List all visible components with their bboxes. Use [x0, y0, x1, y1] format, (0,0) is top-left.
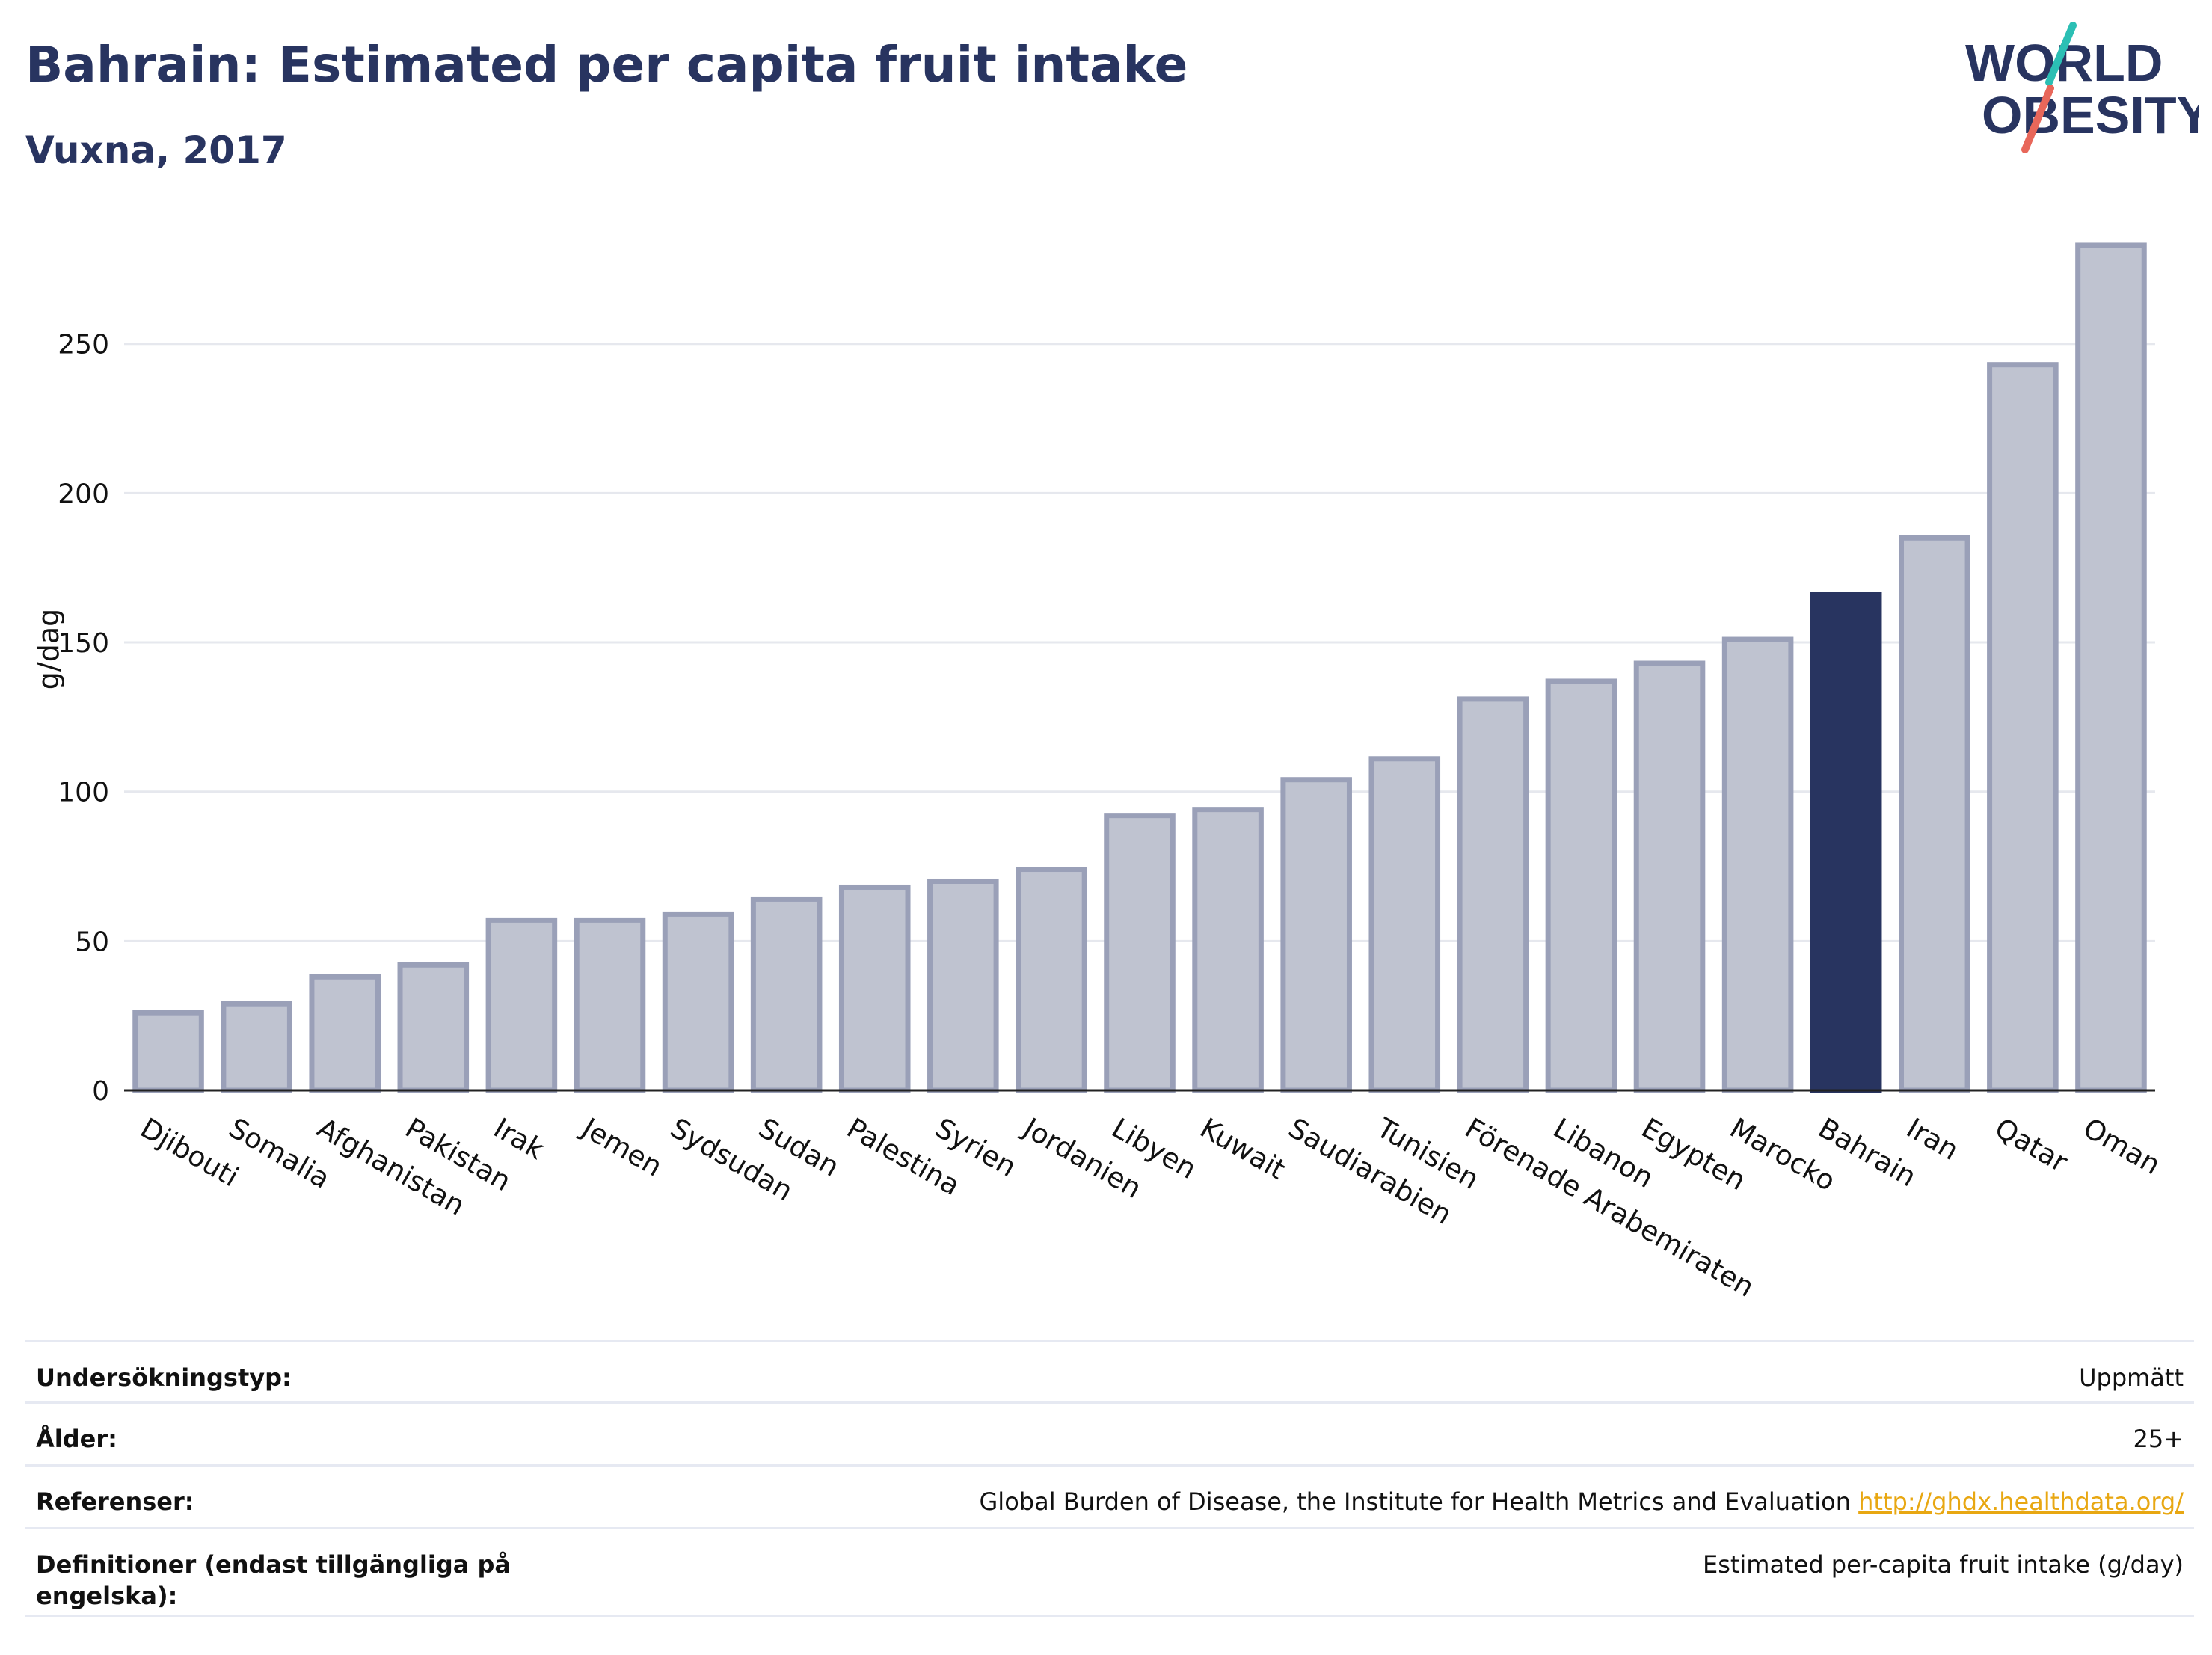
- bar: [662, 911, 734, 1093]
- y-tick-label: 0: [92, 1076, 109, 1107]
- bar: [1280, 777, 1352, 1093]
- bar: [1016, 867, 1087, 1093]
- metadata-table: Undersökningstyp: Uppmätt Ålder: 25+ Ref…: [25, 1340, 2194, 1617]
- bar: [574, 917, 646, 1093]
- x-tick-label: Jemen: [575, 1111, 668, 1183]
- bar: [1721, 636, 1794, 1093]
- bar: [750, 896, 823, 1093]
- bar: [397, 962, 470, 1093]
- chart-title: Bahrain: Estimated per capita fruit inta…: [25, 36, 1188, 93]
- logo-slash-teal: [2045, 22, 2077, 86]
- bar-layer: [132, 242, 2147, 1093]
- bar: [1368, 756, 1441, 1093]
- bar: [1633, 660, 1706, 1093]
- bar: [132, 1010, 204, 1093]
- meta-label: Undersökningstyp:: [36, 1363, 292, 1392]
- bar: [838, 884, 911, 1093]
- bar: [1987, 362, 2059, 1093]
- bar-chart: 050100150200250DjiboutiSomaliaAfghanista…: [32, 242, 2166, 1304]
- y-tick-label: 50: [75, 927, 109, 957]
- bar: [1899, 535, 1970, 1093]
- bar: [1104, 813, 1176, 1093]
- reference-link[interactable]: http://ghdx.healthdata.org/: [1858, 1487, 2184, 1516]
- logo-line2: OBESITY: [1982, 86, 2199, 144]
- meta-label: Referenser:: [36, 1487, 194, 1516]
- y-tick-label: 250: [58, 330, 109, 360]
- meta-value: 25+: [2133, 1425, 2184, 1453]
- bar: [1192, 807, 1264, 1093]
- bar: [927, 878, 999, 1093]
- bar: [309, 974, 381, 1093]
- x-tick-label: Djibouti: [135, 1112, 245, 1194]
- world-obesity-logo: WORLD OBESITY: [1965, 22, 2199, 153]
- bar: [1457, 696, 1529, 1093]
- meta-label: Definitioner (endast tillgängliga på eng…: [36, 1550, 511, 1610]
- meta-row-definitions: Definitioner (endast tillgängliga på eng…: [25, 1527, 2194, 1617]
- logo-slash-coral: [2021, 85, 2054, 153]
- meta-value: Estimated per-capita fruit intake (g/day…: [1702, 1550, 2184, 1579]
- bar: [221, 1001, 292, 1093]
- y-tick-label: 150: [58, 628, 109, 659]
- x-tick-label: Kuwait: [1195, 1112, 1291, 1186]
- y-tick-label: 100: [58, 778, 109, 808]
- meta-label: Ålder:: [36, 1425, 117, 1453]
- reference-text: Global Burden of Disease, the Institute …: [979, 1487, 1851, 1516]
- y-tick-label: 200: [58, 479, 109, 509]
- chart-subtitle: Vuxna, 2017: [25, 129, 287, 172]
- x-tick-label: Irak: [488, 1112, 550, 1167]
- x-tick-label: Oman: [2077, 1112, 2166, 1182]
- meta-row-age: Ålder: 25+: [25, 1401, 2194, 1464]
- meta-row-survey-type: Undersökningstyp: Uppmätt: [25, 1340, 2194, 1401]
- meta-value: Uppmätt: [2079, 1363, 2184, 1392]
- bar: [1545, 678, 1617, 1093]
- meta-row-references: Referenser: Global Burden of Disease, th…: [25, 1464, 2194, 1527]
- x-tick-label: Somalia: [224, 1112, 336, 1195]
- y-axis-label: g/dag: [32, 609, 65, 690]
- meta-value-references: Global Burden of Disease, the Institute …: [980, 1486, 2184, 1517]
- bar: [2075, 242, 2147, 1093]
- x-tick-label: Qatar: [1989, 1112, 2073, 1179]
- bar-highlighted: [1810, 592, 1882, 1093]
- bar: [485, 917, 558, 1093]
